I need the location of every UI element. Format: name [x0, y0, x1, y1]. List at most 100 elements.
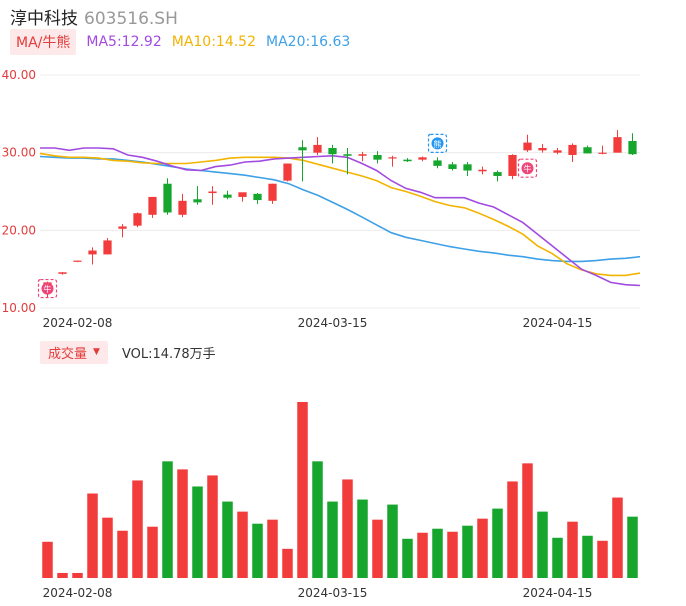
volume-bar	[312, 461, 323, 578]
volume-bar	[252, 523, 263, 578]
stock-code: 603516.SH	[84, 9, 178, 29]
volume-tag-label: 成交量	[48, 346, 88, 362]
marker-label: 熊	[434, 139, 442, 149]
volume-indicator-dropdown[interactable]: 成交量 ▼	[40, 340, 108, 364]
volume-bar	[597, 540, 608, 578]
candle-body	[478, 169, 487, 172]
volume-bar	[132, 480, 143, 578]
bull-marker-frame	[37, 278, 58, 299]
x-tick-label: 2024-02-08	[43, 316, 113, 330]
candle-body	[358, 154, 367, 156]
bear-marker-icon	[431, 137, 444, 150]
candle-body	[628, 141, 637, 155]
candle-body	[328, 148, 337, 155]
candle-body	[493, 172, 502, 176]
candle-body	[208, 191, 217, 194]
volume-value: VOL:14.78万手	[121, 346, 216, 362]
volume-bar	[87, 493, 98, 578]
bull-marker-frame	[517, 158, 538, 178]
candle-body	[538, 148, 547, 151]
candle-body	[193, 199, 202, 203]
candle-body	[238, 192, 247, 197]
volume-bar	[552, 537, 563, 578]
y-tick-label: 20.00	[2, 223, 36, 237]
volume-bar	[297, 402, 308, 578]
bull-marker-icon	[41, 282, 54, 295]
candle-body	[373, 154, 382, 160]
candle-body	[223, 194, 232, 198]
ma5-line	[40, 147, 641, 287]
marker-label: 牛	[524, 164, 532, 174]
candle-body	[553, 150, 562, 153]
volume-bar	[477, 518, 488, 578]
candle-body	[73, 260, 82, 262]
candle-body	[298, 147, 307, 151]
candle-body	[163, 183, 172, 213]
volume-bar	[147, 526, 158, 578]
ma20-label: MA20:16.63	[266, 34, 351, 50]
candle-body	[103, 240, 112, 255]
y-tick-label: 30.00	[2, 146, 36, 160]
stock-name: 淳中科技	[10, 9, 78, 29]
x-tick-label: 2024-03-15	[298, 316, 368, 330]
ma-legend: MA/牛熊 MA5:12.92 MA10:14.52 MA20:16.63	[10, 29, 351, 55]
candle-body	[433, 160, 442, 166]
volume-bar	[42, 541, 53, 578]
volume-bar	[282, 548, 293, 578]
candle-body	[313, 144, 322, 153]
volume-x-tick-label: 2024-03-15	[298, 586, 368, 600]
volume-bar	[342, 479, 353, 578]
volume-bar	[432, 528, 443, 578]
volume-x-tick-label: 2024-02-08	[43, 586, 113, 600]
volume-legend: 成交量 ▼ VOL:14.78万手	[40, 340, 216, 364]
ma20-line	[39, 155, 641, 263]
candle-body	[613, 137, 622, 153]
volume-bar	[522, 463, 533, 578]
volume-bar	[72, 572, 83, 578]
volume-bar	[567, 521, 578, 578]
volume-x-tick-label: 2024-04-15	[523, 586, 593, 600]
candle-body	[448, 164, 457, 169]
caret-down-icon: ▼	[93, 347, 100, 357]
volume-bar	[192, 486, 203, 578]
candle-body	[58, 272, 67, 274]
volume-bar	[402, 538, 413, 578]
y-tick-label: 40.00	[2, 68, 36, 82]
bear-marker-frame	[427, 133, 448, 153]
ma-indicator-tag[interactable]: MA/牛熊	[10, 29, 77, 55]
volume-bar	[387, 504, 398, 578]
candle-body	[88, 250, 97, 255]
ma10-line	[39, 152, 641, 277]
ma10-label: MA10:14.52	[171, 34, 257, 50]
header: 淳中科技 603516.SH	[10, 4, 178, 29]
volume-bar	[57, 572, 68, 578]
candle-body	[388, 157, 397, 159]
candle-body	[523, 142, 532, 151]
volume-bar	[162, 461, 173, 578]
volume-bar	[627, 516, 638, 578]
candle-body	[598, 152, 607, 154]
volume-bar	[117, 530, 128, 578]
volume-bar	[327, 501, 338, 578]
bull-marker-icon	[521, 162, 534, 175]
candle-body	[253, 193, 262, 201]
candle-body	[283, 163, 292, 181]
volume-bar	[582, 535, 593, 578]
volume-bar	[177, 469, 188, 578]
ma5-label: MA5:12.92	[86, 34, 162, 50]
candle-body	[268, 183, 277, 201]
x-tick-label: 2024-04-15	[523, 316, 593, 330]
candle-body	[418, 157, 427, 160]
volume-bar	[462, 525, 473, 578]
volume-bar	[537, 511, 548, 578]
candle-body	[568, 144, 577, 155]
candle-body	[118, 226, 127, 229]
candle-body	[403, 159, 412, 162]
volume-bar	[357, 499, 368, 578]
volume-bar	[417, 532, 428, 578]
volume-bar	[492, 508, 503, 578]
volume-bar	[102, 517, 113, 578]
candle-body	[178, 200, 187, 215]
candle-body	[343, 154, 352, 156]
